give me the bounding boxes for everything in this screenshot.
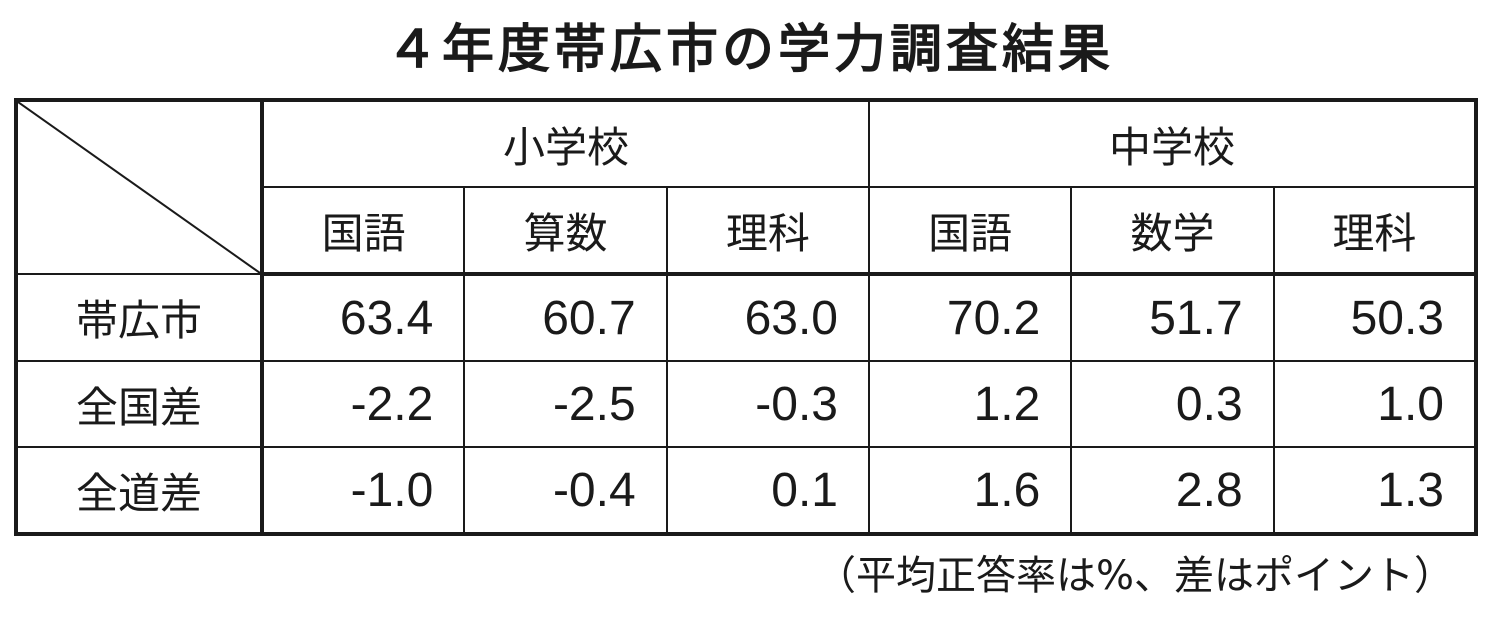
title: ４年度帯広市の学力調査結果 [385,20,1114,80]
subject-header: 理科 [1272,186,1478,276]
value-cell: -2.5 [463,360,668,448]
value-cell: 51.7 [1070,273,1275,362]
value-cell: 63.4 [260,273,466,362]
subject-header: 理科 [665,186,870,276]
value-cell: 50.3 [1272,273,1478,362]
value-cell: 70.2 [867,273,1073,362]
corner-cell [15,99,264,275]
value-cell: 1.2 [867,360,1073,448]
value-cell: 1.6 [867,446,1073,535]
row-label: 帯広市 [15,273,264,362]
table-body: 小学校 中学校 国語 算数 理科 国語 数学 理科 帯広市 63.4 60.7 63.0 70.2 5… [15,99,1478,535]
group-header: 小学校 [261,99,870,188]
value-cell: -0.3 [665,360,870,448]
subject-header: 算数 [463,186,668,276]
group-header: 中学校 [867,99,1478,188]
value-cell: -1.0 [260,446,466,535]
data-row: 帯広市 63.4 60.7 63.0 70.2 51.7 50.3 [15,273,1478,362]
value-cell: 63.0 [665,273,870,362]
group-row: 小学校 中学校 [15,99,1478,275]
data-row: 全国差 -2.2 -2.5 -0.3 1.2 0.3 1.0 [15,360,1478,448]
subject-header: 国語 [260,186,466,276]
row-label: 全道差 [15,446,264,535]
note: （平均正答率は%、差はポイント） [815,553,1454,599]
value-cell: 1.3 [1272,446,1478,535]
subject-header: 国語 [867,186,1073,276]
value-cell: -0.4 [463,446,668,535]
value-cell: 2.8 [1070,446,1275,535]
data-row: 全道差 -1.0 -0.4 0.1 1.6 2.8 1.3 [15,446,1478,535]
value-cell: 0.3 [1070,360,1275,448]
value-cell: 60.7 [463,273,668,362]
value-cell: 1.0 [1272,360,1478,448]
subject-header: 数学 [1070,186,1275,276]
row-label: 全国差 [15,360,264,448]
diagonal [18,102,260,273]
subject-row: 国語 算数 理科 国語 数学 理科 [16,186,1478,276]
value-cell: -2.2 [260,360,466,448]
value-cell: 0.1 [665,446,870,535]
results-table: 小学校 中学校 国語 算数 理科 国語 数学 理科 帯広市 63.4 60.7 63.0 70.2 5… [14,98,1478,536]
